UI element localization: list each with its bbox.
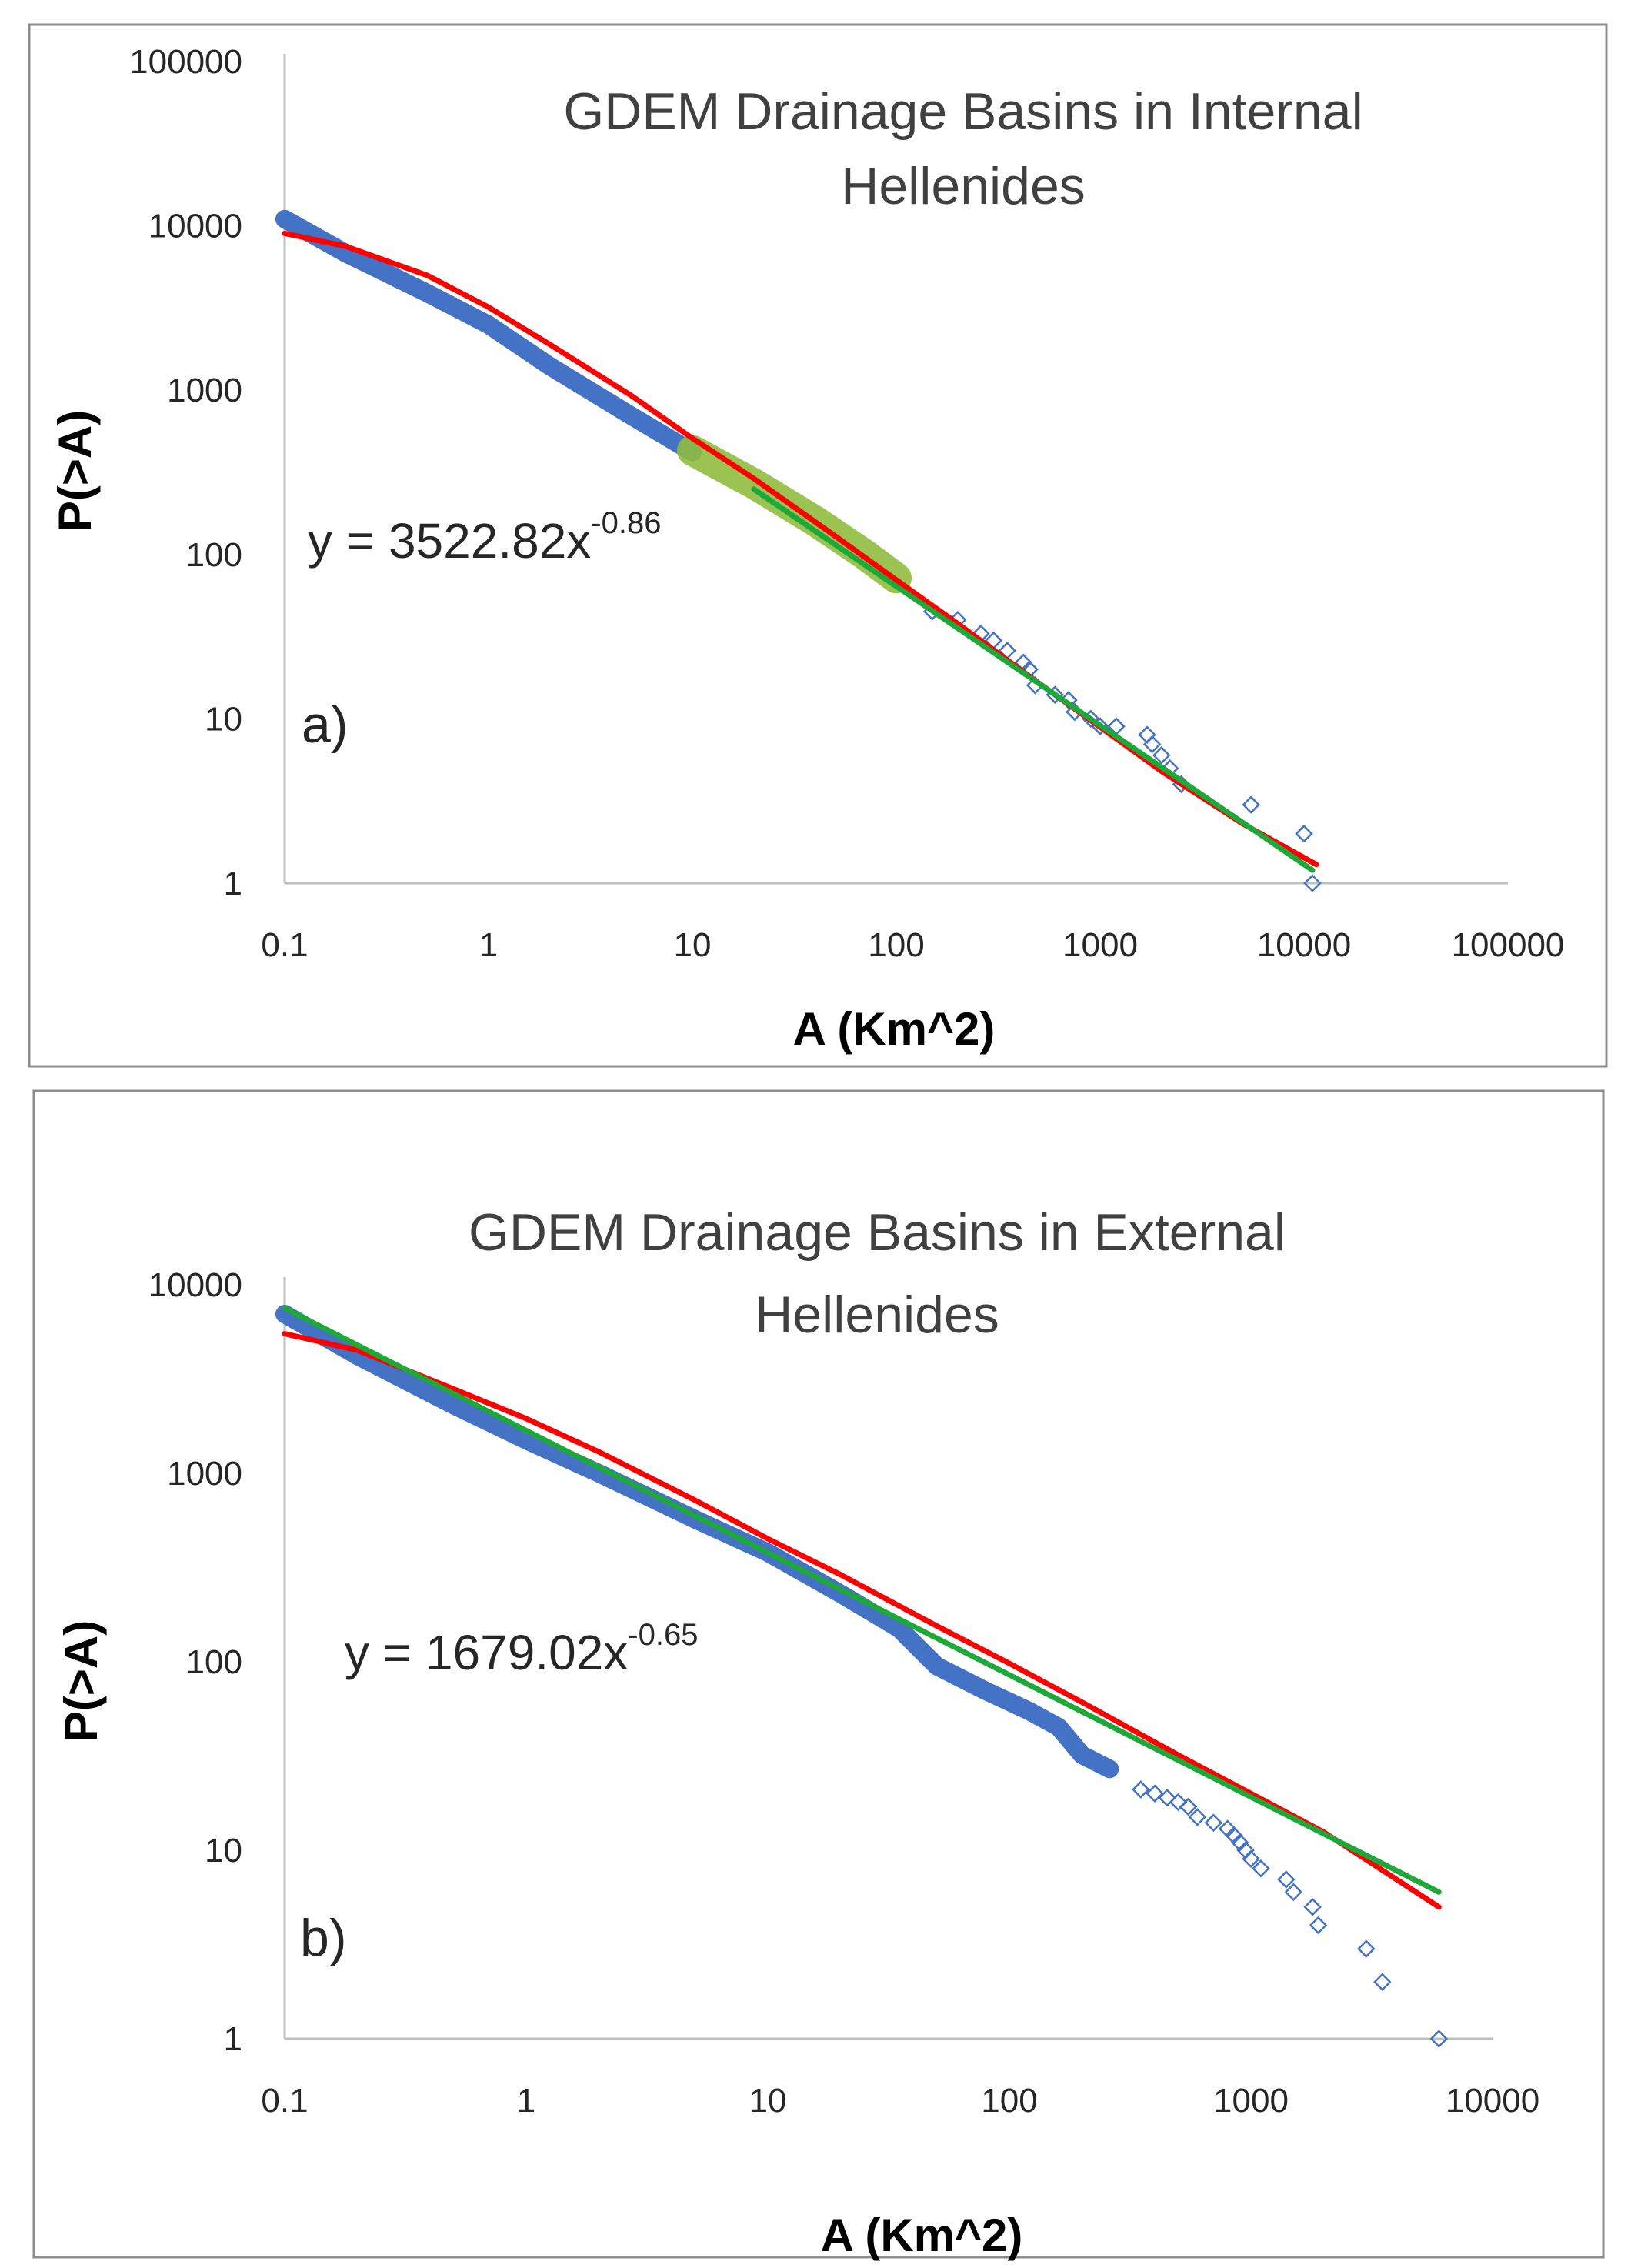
- chart-b-x-tick-label: 10: [749, 2082, 787, 2120]
- chart-b-power-law-fit-line: [282, 1331, 1442, 1910]
- chart-a-y-tick-label: 1: [224, 865, 242, 902]
- chart-a-x-tick-label: 1: [479, 926, 498, 964]
- chart-a-equation: y = 3522.82x-0.86: [308, 506, 661, 569]
- chart-b-data-point: [1284, 1883, 1303, 1902]
- chart-a-x-axis-title: A (Km^2): [793, 1003, 996, 1055]
- chart-b-data-band: [275, 1305, 1119, 1779]
- chart-b-title-line-1: GDEM Drainage Basins in External: [469, 1203, 1286, 1262]
- chart-a-data-point: [1242, 795, 1260, 814]
- chart-a-equation-base: y = 3522.82x: [308, 513, 591, 569]
- chart-b-x-tick-label: 1: [517, 2082, 535, 2120]
- chart-a-equation-exponent: -0.86: [591, 506, 661, 540]
- panel-b-frame: [32, 1089, 1605, 2259]
- chart-b-title-line-2: Hellenides: [755, 1286, 999, 1344]
- chart-a-data-band: [275, 209, 702, 462]
- chart-b-data-point: [1179, 1797, 1198, 1816]
- chart-b-y-tick-label: 10000: [148, 1266, 242, 1304]
- chart-b-x-tick-label: 10000: [1446, 2082, 1539, 2120]
- chart-b-y-tick-label: 1: [224, 2020, 242, 2058]
- chart-b-data-point: [1252, 1859, 1270, 1878]
- chart-b-data-point: [1357, 1939, 1376, 1958]
- chart-a-panel-label: a): [302, 695, 348, 754]
- chart-b-data-point: [1204, 1813, 1223, 1832]
- chart-b-y-tick-label: 10: [205, 1832, 242, 1869]
- chart-b-equation: y = 1679.02x-0.65: [345, 1618, 698, 1680]
- chart-b-data-point: [1230, 1833, 1249, 1852]
- chart-b-data-point: [1277, 1870, 1296, 1889]
- chart-a-data-point: [1303, 874, 1322, 892]
- chart-b-data-point: [1236, 1841, 1255, 1859]
- chart-a-y-tick-label: 10: [205, 700, 242, 738]
- chart-a-x-tick-label: 10000: [1257, 926, 1351, 964]
- chart-b-y-tick-label: 100: [186, 1643, 242, 1681]
- chart-a-x-tick-label: 10: [674, 926, 712, 964]
- chart-b-x-tick-label: 1000: [1213, 2082, 1289, 2120]
- chart-b-data-point: [1373, 1973, 1392, 1992]
- chart-b-x-tick-label: 0.1: [261, 2082, 308, 2120]
- chart-a-title-line-1: GDEM Drainage Basins in Internal: [563, 82, 1363, 141]
- panel-b: 0.1 1 10 100 1000 10000 1 10 100 1000 10000 GDEM D…: [32, 1089, 1605, 2261]
- chart-a-title-line-2: Hellenides: [841, 157, 1086, 215]
- chart-b-x-axis-title: A (Km^2): [821, 2210, 1023, 2261]
- chart-a-x-tick-label: 100: [868, 926, 924, 964]
- chart-b-data-point: [1146, 1784, 1164, 1803]
- chart-b-data-point: [1429, 2030, 1449, 2048]
- chart-b-data-point: [1169, 1793, 1188, 1812]
- chart-b-data-point: [1242, 1849, 1260, 1868]
- chart-a-x-tick-label: 100000: [1452, 926, 1565, 964]
- chart-b-data-point: [1309, 1916, 1328, 1935]
- chart-a-y-tick-label: 10000: [148, 208, 242, 245]
- chart-a-y-tick-label: 1000: [167, 372, 242, 409]
- chart-b-y-tick-label: 1000: [167, 1455, 242, 1493]
- chart-b-panel-label: b): [300, 1909, 346, 1967]
- chart-b-data-point: [1132, 1780, 1150, 1799]
- chart-b-y-axis-title: P(>A): [55, 1620, 107, 1742]
- chart-a-data-point: [1295, 824, 1313, 843]
- chart-b-x-tick-label: 100: [981, 2082, 1037, 2120]
- chart-b-data-point: [1188, 1808, 1207, 1826]
- chart-a-range-fit-line: [751, 486, 1316, 873]
- chart-b-range-fit-line: [282, 1306, 1442, 1895]
- chart-a-x-tick-label: 0.1: [261, 926, 308, 964]
- chart-b-equation-exponent: -0.65: [628, 1618, 698, 1652]
- chart-a-y-axis-title: P(>A): [49, 410, 101, 532]
- panel-a-frame: [28, 23, 1608, 1068]
- chart-a-x-tick-label: 1000: [1062, 926, 1138, 964]
- chart-b-data-point: [1158, 1788, 1176, 1807]
- panel-a: 0.1 1 10 100 1000 10000 100000 1 10 100 1000 10000 1…: [28, 23, 1608, 1068]
- panel-a-chart: 0.1 1 10 100 1000 10000 100000 1 10 100 1000 10000 1…: [129, 43, 1564, 964]
- chart-a-y-tick-label: 100: [186, 536, 242, 574]
- chart-b-equation-base: y = 1679.02x: [345, 1625, 628, 1680]
- chart-b-data-point: [1303, 1897, 1322, 1916]
- chart-a-y-tick-label: 100000: [129, 43, 242, 81]
- chart-a-data-point: [1142, 735, 1162, 754]
- panel-b-chart: 0.1 1 10 100 1000 10000 1 10 100 1000 10000: [148, 1266, 1540, 2120]
- chart-a-data-point: [1152, 746, 1171, 765]
